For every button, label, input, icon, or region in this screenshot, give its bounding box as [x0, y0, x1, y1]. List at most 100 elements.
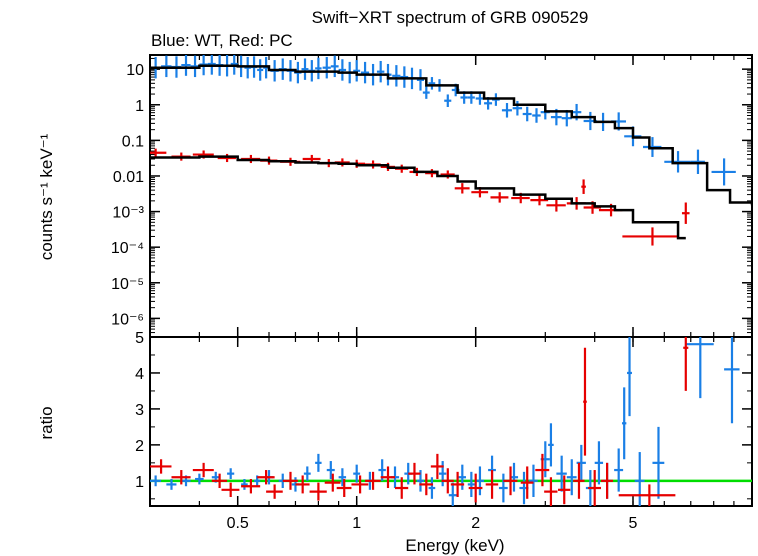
data-point [530, 194, 549, 206]
data-point [532, 108, 541, 123]
data-point [618, 484, 676, 506]
data-point [561, 109, 572, 127]
data-point [652, 426, 665, 499]
y-tick-label: 0.1 [122, 133, 144, 150]
data-point [634, 452, 645, 506]
data-point [353, 464, 361, 483]
data-point [376, 60, 385, 83]
data-point [529, 464, 538, 498]
data-point [440, 170, 455, 179]
data-point [322, 56, 331, 79]
data-point [690, 149, 705, 174]
data-point [441, 468, 454, 494]
data-point [395, 477, 409, 499]
plot-area-spectrum [150, 55, 752, 246]
data-point [601, 462, 613, 499]
data-point [295, 475, 310, 494]
x-tick-label: 1 [352, 515, 361, 532]
data-point [581, 179, 586, 194]
chart-title: Swift−XRT spectrum of GRB 090529 [312, 8, 589, 27]
data-point [681, 202, 690, 224]
data-point [498, 473, 508, 503]
data-point [454, 183, 470, 194]
data-point [467, 471, 475, 498]
y-tick-label: 1 [135, 474, 144, 491]
y-tick-label: 10⁻⁴ [111, 240, 144, 257]
data-point [475, 92, 485, 105]
data-point [430, 453, 444, 480]
y-tick-label: 1 [135, 98, 144, 115]
data-point [166, 479, 177, 490]
y-tick-label: 10 [126, 62, 144, 79]
model-line [150, 64, 752, 206]
y-tick-label: 10⁻⁵ [111, 276, 144, 293]
y-tick-label: 10⁻⁶ [111, 311, 144, 328]
data-point [244, 56, 251, 79]
data-point [546, 199, 566, 212]
data-point [326, 461, 335, 480]
data-point [227, 468, 235, 480]
data-point [438, 461, 447, 487]
data-point [161, 55, 172, 78]
data-point [230, 55, 238, 75]
data-point [419, 473, 434, 496]
data-point [422, 86, 430, 99]
data-point [557, 475, 571, 505]
ratio-panel: 0.5 1 2 5 1 2 3 4 5 [135, 330, 753, 532]
data-point [566, 459, 577, 496]
data-point [475, 466, 485, 496]
data-point [171, 470, 191, 485]
data-point [207, 55, 216, 75]
data-point [588, 470, 602, 506]
data-point [282, 471, 298, 490]
data-point [594, 441, 604, 485]
data-point [448, 482, 457, 506]
data-point [485, 470, 499, 499]
y-axis-label-spectrum: counts s⁻¹ keV⁻¹ [37, 133, 56, 260]
data-point [211, 473, 228, 489]
data-point [324, 473, 341, 492]
data-point [365, 471, 381, 490]
data-point [501, 103, 512, 118]
data-point [490, 192, 509, 203]
y-tick-label: 5 [135, 330, 144, 347]
data-point [150, 459, 172, 474]
plot-area-ratio [150, 337, 752, 506]
data-point [548, 423, 554, 467]
data-point [458, 464, 466, 490]
y-tick-label: 10⁻³ [112, 205, 144, 222]
data-point [301, 58, 309, 80]
y-tick-label: 4 [135, 366, 144, 383]
data-point [192, 462, 214, 478]
data-point [351, 475, 369, 494]
data-point [217, 153, 236, 163]
data-point [522, 106, 532, 122]
series-pc-spectrum [150, 148, 690, 246]
data-point [711, 158, 736, 186]
y-axis-label-ratio: ratio [37, 406, 56, 439]
data-point [190, 55, 200, 78]
data-point [303, 466, 311, 481]
data-point [195, 473, 204, 485]
series-wt-spectrum [150, 55, 736, 186]
plot-frame-spectrum [149, 54, 753, 338]
data-point [622, 227, 679, 246]
data-point [400, 66, 409, 88]
data-point [614, 448, 624, 492]
data-point [338, 468, 347, 487]
y-tick-label: 2 [135, 438, 144, 455]
chart-subtitle: Blue: WT, Red: PC [151, 31, 293, 50]
data-point [428, 477, 436, 499]
data-point [416, 69, 425, 91]
data-point [336, 479, 352, 498]
data-point [503, 466, 518, 496]
data-point [257, 470, 275, 485]
data-point [544, 477, 558, 506]
data-point [257, 59, 264, 81]
x-tick-label: 5 [629, 515, 638, 532]
plot-frame-ratio [149, 336, 753, 507]
data-point [450, 471, 465, 498]
data-point [266, 484, 283, 499]
data-point [181, 55, 191, 76]
data-point [520, 466, 534, 499]
